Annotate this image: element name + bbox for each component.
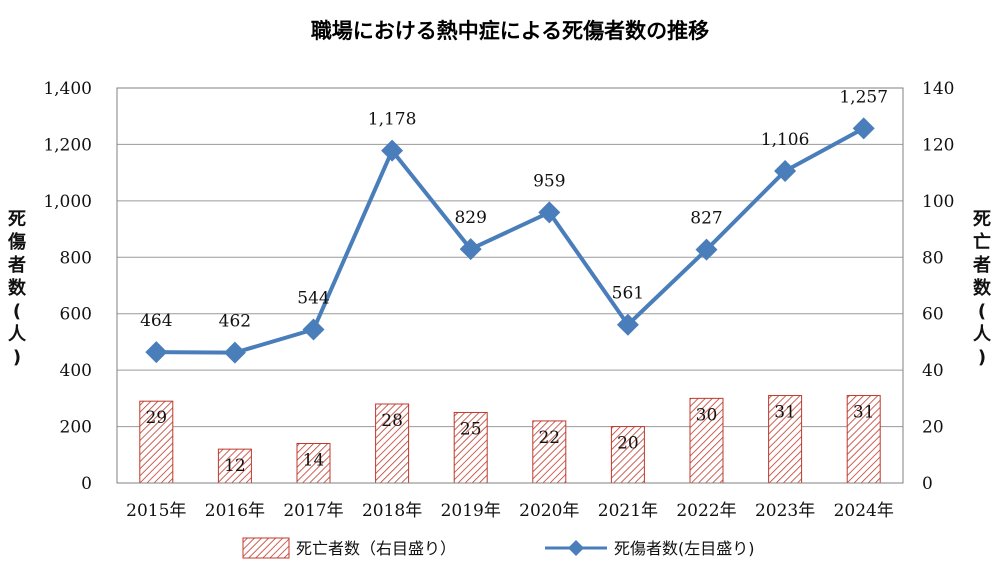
right-tick-label: 140 (922, 79, 954, 99)
data-labels: 29 12 14 28 25 22 20 30 31 31 464 462 544 1,178 829 959… (140, 87, 888, 476)
left-tick-label: 200 (60, 418, 92, 438)
axis-label-char: 亡 (973, 231, 991, 253)
x-tick-label: 2022年 (676, 501, 736, 521)
bar (453, 411, 488, 484)
grid-lines (117, 143, 903, 428)
legend-swatch-marker (568, 540, 584, 556)
left-tick-label: 800 (60, 248, 92, 268)
bar (689, 397, 724, 484)
bar (846, 395, 881, 484)
axis-label-char: 人 (8, 324, 27, 345)
bar (532, 420, 567, 484)
left-tick-label: 1,400 (43, 79, 92, 99)
bar (375, 403, 410, 484)
right-tick-label: 0 (922, 474, 933, 494)
line-series (145, 117, 875, 364)
legend: 死亡者数（右目盛り） 死傷者数(左目盛り) (242, 537, 755, 559)
x-tick-label: 2023年 (755, 501, 815, 521)
x-axis-ticks: 2015年 2016年 2017年 2018年 2019年 2020年 2021年 2022年… (126, 501, 894, 521)
bar-data-label: 12 (224, 456, 246, 476)
right-tick-label: 40 (922, 361, 944, 381)
right-tick-label: 120 (922, 135, 954, 155)
line-data-label: 1,106 (761, 130, 810, 150)
x-tick-label: 2016年 (205, 501, 265, 521)
axis-label-char: 者 (7, 255, 26, 276)
bar-data-label: 28 (381, 411, 403, 431)
axis-label-char: ( (13, 301, 21, 322)
x-tick-label: 2017年 (283, 501, 343, 521)
left-tick-label: 0 (81, 474, 92, 494)
left-tick-label: 1,200 (43, 135, 92, 155)
bar-series (139, 395, 881, 484)
x-tick-label: 2015年 (126, 501, 186, 521)
left-tick-label: 600 (60, 305, 92, 325)
right-axis-label: 死亡者数(人) (972, 209, 992, 368)
bar-data-label: 20 (617, 434, 639, 454)
series-line (156, 126, 865, 355)
line-point (381, 139, 404, 162)
line-point (459, 238, 482, 261)
legend-label-line: 死傷者数(左目盛り) (614, 539, 755, 558)
bar-data-label: 14 (303, 451, 325, 471)
bar (610, 426, 645, 484)
line-point (852, 117, 875, 140)
right-tick-label: 20 (922, 418, 944, 438)
line-point (695, 238, 718, 261)
x-tick-label: 2019年 (441, 501, 501, 521)
bar-data-label: 22 (538, 428, 560, 448)
line-data-label: 959 (533, 171, 565, 191)
line-data-label: 827 (690, 209, 722, 229)
axis-label-char: 者 (972, 255, 991, 276)
right-tick-label: 100 (922, 192, 954, 212)
left-tick-label: 1,000 (43, 192, 92, 212)
axis-label-char: 死 (973, 209, 991, 230)
axis-label-char: 傷 (7, 231, 26, 253)
x-tick-label: 2020年 (519, 501, 579, 521)
line-data-label: 462 (219, 312, 251, 332)
bar-data-label: 25 (460, 419, 482, 439)
x-tick-label: 2024年 (834, 501, 894, 521)
axis-label-char: ( (978, 301, 986, 322)
axis-label-char: 数 (973, 277, 992, 299)
legend-swatch-bar (242, 537, 290, 559)
plot-frame (116, 87, 904, 484)
x-tick-label: 2018年 (362, 501, 422, 521)
line-data-label: 544 (297, 289, 329, 309)
line-point (616, 313, 639, 336)
left-tick-label: 400 (60, 361, 92, 381)
line-point (145, 341, 168, 364)
bar (296, 443, 331, 484)
right-tick-label: 80 (922, 248, 944, 268)
axis-label-char: 死 (8, 209, 26, 230)
line-point (223, 341, 246, 364)
bar-data-label: 31 (774, 403, 796, 423)
bar-data-label: 29 (145, 408, 167, 428)
axis-label-char: ) (978, 347, 986, 368)
line-data-label: 561 (612, 284, 644, 304)
left-axis-label: 死傷者数(人) (7, 209, 27, 368)
axis-label-char: 人 (973, 324, 992, 345)
right-tick-label: 60 (922, 305, 944, 325)
line-data-label: 464 (140, 311, 172, 331)
legend-label-bar: 死亡者数（右目盛り） (296, 539, 456, 558)
line-point (538, 201, 561, 224)
bar-data-label: 30 (696, 405, 718, 425)
bar (217, 448, 252, 484)
line-point (774, 159, 797, 182)
plot-border (116, 87, 904, 484)
bar-data-label: 31 (853, 403, 875, 423)
x-tick-label: 2021年 (598, 501, 658, 521)
axis-label-char: ) (13, 347, 21, 368)
line-data-label: 1,178 (368, 110, 417, 130)
right-axis-ticks: 0 20 40 60 80 100 120 140 (922, 79, 954, 494)
left-axis-ticks: 0 200 400 600 800 1,000 1,200 1,400 (43, 79, 92, 494)
chart-title: 職場における熱中症による死傷者数の推移 (311, 19, 709, 43)
line-data-label: 1,257 (839, 87, 888, 107)
axis-label-char: 数 (8, 277, 27, 299)
line-data-label: 829 (454, 208, 486, 228)
line-point (302, 318, 325, 341)
